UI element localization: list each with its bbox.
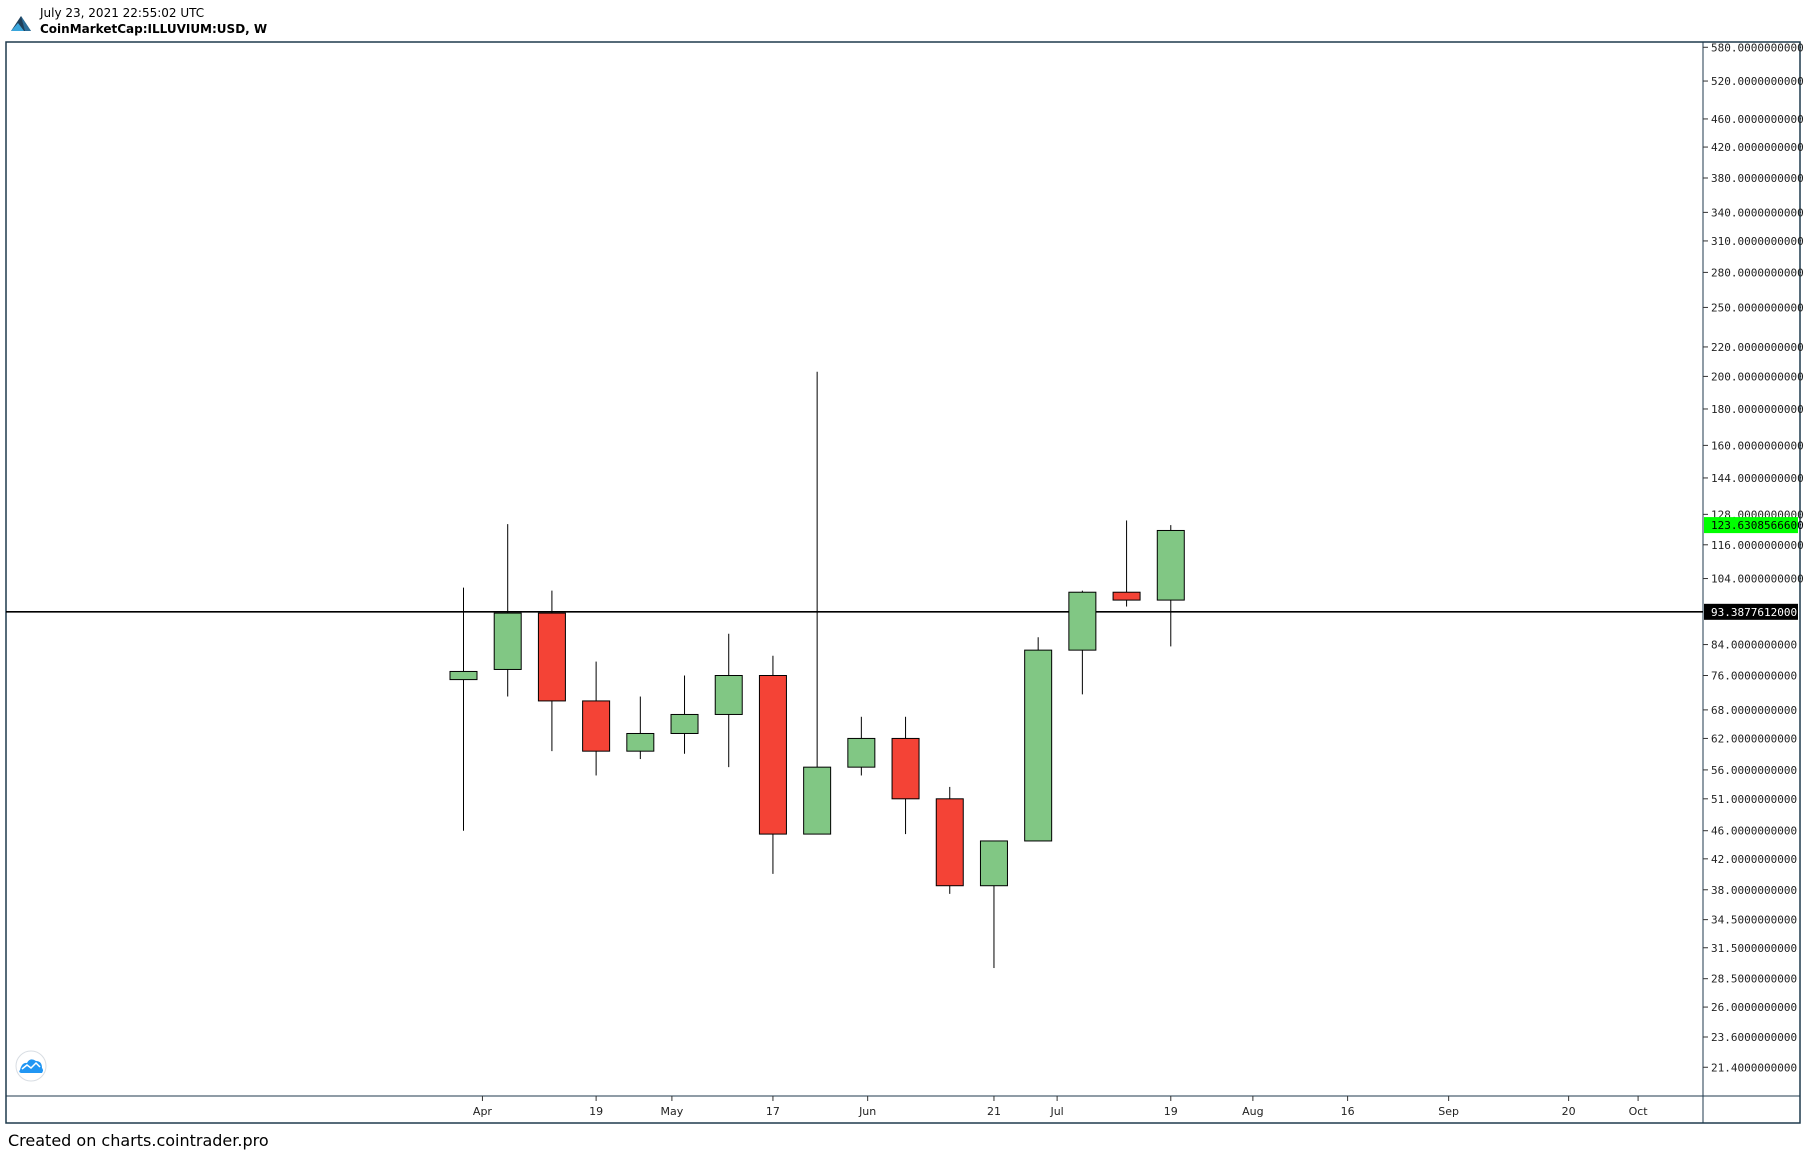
candle	[493, 524, 522, 697]
candle-body	[1068, 591, 1097, 651]
candle	[847, 716, 876, 776]
price-tick-label: 84.0000000000	[1711, 639, 1797, 652]
candle	[537, 590, 566, 752]
time-tick-label: 19	[589, 1105, 603, 1118]
candle	[891, 716, 920, 835]
price-tick-label: 51.0000000000	[1711, 793, 1797, 806]
price-tick-label: 28.5000000000	[1711, 973, 1797, 986]
price-tick-label: 26.0000000000	[1711, 1001, 1797, 1014]
price-tick-label: 34.5000000000	[1711, 914, 1797, 927]
last-price-tag-bg	[1704, 517, 1798, 534]
candle-body	[891, 737, 920, 800]
candle	[449, 587, 478, 831]
candle-body	[758, 675, 787, 835]
price-tick-label: 42.0000000000	[1711, 853, 1797, 866]
price-tick-label: 280.0000000000	[1711, 266, 1804, 279]
plot-border	[5, 41, 1801, 1124]
candle-body	[582, 700, 611, 752]
candle-body	[537, 612, 566, 702]
candle	[670, 675, 699, 754]
time-tick-label: 19	[1164, 1105, 1178, 1118]
time-tick-label: Sep	[1438, 1105, 1459, 1118]
candles	[449, 371, 1185, 969]
price-tick-label: 21.4000000000	[1711, 1061, 1797, 1074]
price-tick-label: 310.0000000000	[1711, 235, 1804, 248]
time-tick-label: Jun	[858, 1105, 876, 1118]
price-tick-label: 104.0000000000	[1711, 573, 1804, 586]
price-tick-label: 180.0000000000	[1711, 403, 1804, 416]
symbol-label: CoinMarketCap:ILLUVIUM:USD, W	[40, 22, 268, 36]
price-tick-label: 23.6000000000	[1711, 1031, 1797, 1044]
price-tick-label: 580.0000000000	[1711, 41, 1804, 54]
price-tick-label: 144.0000000000	[1711, 472, 1804, 485]
time-tick-label: 21	[987, 1105, 1001, 1118]
candle-body	[847, 737, 876, 768]
candle	[1068, 590, 1097, 695]
candle-body	[1024, 649, 1053, 842]
candle	[935, 786, 964, 894]
time-tick-label: 17	[766, 1105, 780, 1118]
hline-price-tag-bg	[1704, 603, 1798, 620]
candle	[979, 840, 1008, 969]
price-tick-label: 31.5000000000	[1711, 942, 1797, 955]
cointrader-logo-icon	[11, 16, 31, 31]
footer-credit: Created on charts.cointrader.pro	[8, 1131, 269, 1150]
candle	[626, 696, 655, 760]
candle-body	[1112, 591, 1141, 601]
candle-body	[979, 840, 1008, 887]
price-tick-label: 38.0000000000	[1711, 884, 1797, 897]
time-axis[interactable]: Apr 19 May 17 Jun 21 Jul 19 Aug 16 Sep 20 Oct	[473, 1096, 1648, 1118]
price-tick-label: 56.0000000000	[1711, 764, 1797, 777]
candle	[1156, 525, 1185, 647]
price-tick-label: 340.0000000000	[1711, 206, 1804, 219]
price-tick-label: 62.0000000000	[1711, 732, 1797, 745]
candle	[1112, 520, 1141, 607]
time-tick-label: Aug	[1242, 1105, 1263, 1118]
candle-body	[449, 670, 478, 681]
chart-frame	[5, 41, 1801, 1124]
price-tick-label: 380.0000000000	[1711, 172, 1804, 185]
time-tick-label: 16	[1341, 1105, 1355, 1118]
price-tick-label: 420.0000000000	[1711, 141, 1804, 154]
price-tick-label: 250.0000000000	[1711, 301, 1804, 314]
price-tick-label: 220.0000000000	[1711, 341, 1804, 354]
price-tick-label: 520.0000000000	[1711, 75, 1804, 88]
candle-body	[935, 798, 964, 887]
price-tick-label: 116.0000000000	[1711, 539, 1804, 552]
price-tick-label: 68.0000000000	[1711, 704, 1797, 717]
candle-body	[803, 766, 832, 835]
candle	[714, 633, 743, 768]
candle	[758, 655, 787, 874]
price-tick-label: 46.0000000000	[1711, 825, 1797, 838]
price-tick-label: 76.0000000000	[1711, 670, 1797, 683]
time-tick-label: Jul	[1049, 1105, 1063, 1118]
tradingview-cloud-icon[interactable]	[15, 1050, 47, 1082]
candle-body	[1156, 529, 1185, 601]
candle	[582, 661, 611, 776]
candle-body	[714, 675, 743, 715]
time-tick-label: Apr	[473, 1105, 493, 1118]
candle-body	[493, 612, 522, 670]
price-tags: 123.6308566600 93.3877612000	[1704, 517, 1804, 620]
candle	[803, 371, 832, 835]
candle-body	[670, 713, 699, 734]
price-tick-label: 200.0000000000	[1711, 370, 1804, 383]
time-tick-label: Oct	[1629, 1105, 1649, 1118]
timestamp: July 23, 2021 22:55:02 UTC	[40, 6, 205, 20]
hline-price-tag: 93.3877612000	[1711, 606, 1797, 619]
candle	[1024, 637, 1053, 842]
last-price-tag: 123.6308566600	[1711, 519, 1804, 532]
time-tick-label: 20	[1562, 1105, 1576, 1118]
time-tick-label: May	[661, 1105, 684, 1118]
price-tick-label: 460.0000000000	[1711, 113, 1804, 126]
price-tick-label: 160.0000000000	[1711, 439, 1804, 452]
price-axis[interactable]: 580.0000000000 520.0000000000 460.00000000…	[1703, 41, 1804, 1074]
candle-body	[626, 732, 655, 752]
